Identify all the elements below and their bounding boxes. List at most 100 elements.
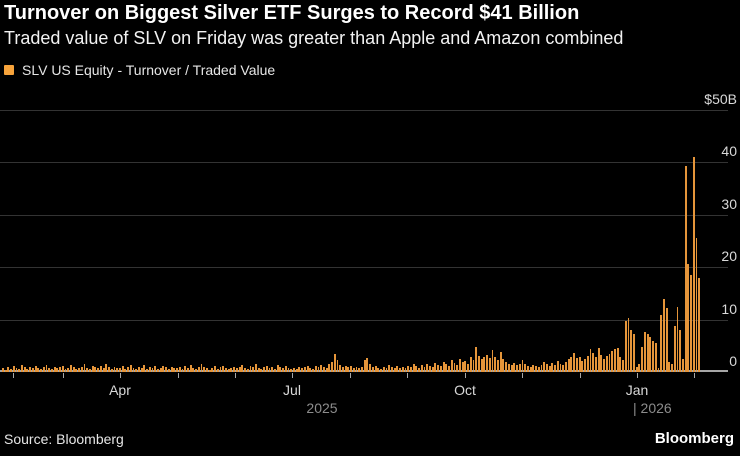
turnover-bar	[371, 367, 374, 372]
turnover-bar	[575, 358, 578, 372]
turnover-bar	[616, 347, 619, 372]
turnover-bar	[186, 368, 189, 372]
turnover-bar	[263, 367, 265, 372]
turnover-bar	[151, 368, 154, 372]
turnover-bar	[486, 354, 489, 372]
turnover-bar	[350, 366, 353, 372]
turnover-bar	[630, 330, 633, 372]
turnover-bar	[254, 363, 257, 372]
turnover-bar	[586, 356, 589, 372]
turnover-bar	[665, 308, 668, 372]
turnover-bar	[238, 366, 241, 372]
turnover-bar	[271, 366, 274, 372]
x-axis-month-label-jul: Jul	[283, 382, 301, 398]
turnover-bar	[189, 365, 192, 372]
turnover-bar	[469, 357, 472, 372]
turnover-bar	[31, 368, 34, 372]
legend-series-label: SLV US Equity - Turnover / Traded Value	[22, 62, 276, 78]
turnover-bar	[654, 343, 657, 372]
turnover-bar	[59, 367, 61, 372]
turnover-bar	[233, 366, 236, 372]
turnover-bar	[657, 367, 660, 372]
turnover-bar	[429, 365, 431, 372]
turnover-bar	[570, 356, 573, 372]
turnover-bar	[355, 366, 358, 372]
x-axis-month-label-jan: Jan	[625, 382, 649, 398]
turnover-bar	[56, 368, 59, 372]
turnover-bar	[12, 366, 15, 372]
turnover-bar	[499, 352, 502, 372]
turnover-bar	[507, 363, 510, 372]
turnover-bar	[227, 369, 230, 372]
x-axis-tick	[178, 373, 179, 378]
turnover-bar	[516, 365, 518, 372]
x-axis-year-label: | 2026	[633, 400, 672, 416]
turnover-bar	[10, 368, 13, 372]
turnover-bar	[325, 367, 328, 372]
x-axis-tick	[350, 373, 351, 378]
turnover-bar	[641, 346, 644, 372]
turnover-bar	[565, 362, 567, 372]
turnover-bar	[206, 368, 208, 372]
turnover-bar	[97, 368, 100, 372]
x-axis-tick	[637, 373, 638, 378]
bloomberg-logo: Bloomberg	[654, 430, 734, 447]
turnover-bar	[662, 299, 665, 372]
x-axis-tick	[120, 373, 121, 378]
turnover-bar	[178, 367, 181, 372]
turnover-bar	[287, 367, 290, 372]
turnover-bar	[132, 368, 135, 372]
turnover-bar	[611, 351, 614, 372]
x-axis-tick	[235, 373, 236, 378]
turnover-bar	[690, 274, 693, 372]
x-axis-tick	[522, 373, 523, 378]
turnover-bar	[532, 364, 535, 372]
turnover-bar	[214, 365, 217, 372]
turnover-bar	[388, 365, 391, 372]
turnover-bar	[216, 368, 219, 372]
turnover-bar	[23, 367, 26, 372]
turnover-bar	[72, 367, 75, 372]
x-axis-tick	[580, 373, 581, 378]
turnover-bar	[668, 361, 671, 372]
turnover-bar	[543, 361, 546, 372]
turnover-bar	[18, 369, 21, 372]
turnover-bar	[48, 367, 51, 372]
turnover-bar	[483, 356, 486, 372]
turnover-bar	[200, 364, 203, 372]
turnover-bar	[86, 367, 89, 372]
turnover-bar	[208, 369, 211, 372]
turnover-bar	[70, 365, 72, 372]
turnover-bar	[246, 368, 249, 372]
turnover-bar	[445, 364, 448, 372]
turnover-bar	[581, 361, 584, 372]
turnover-bar	[83, 364, 86, 372]
turnover-bar	[241, 364, 244, 372]
gridline-30	[0, 214, 728, 216]
turnover-bar	[276, 365, 279, 372]
turnover-bar	[235, 368, 238, 372]
y-axis-label-30: 30	[721, 195, 737, 212]
turnover-bar	[551, 362, 554, 372]
turnover-bar	[328, 363, 331, 372]
turnover-bar	[426, 363, 429, 372]
turnover-bar	[99, 366, 102, 372]
turnover-bar	[203, 367, 206, 372]
turnover-bar	[385, 367, 388, 372]
turnover-bar	[377, 367, 380, 372]
gridline-40	[0, 162, 728, 164]
turnover-bar	[230, 367, 233, 372]
turnover-bar	[660, 314, 663, 372]
turnover-bar	[646, 333, 649, 372]
turnover-bar	[478, 355, 480, 372]
x-axis-month-label-apr: Apr	[109, 382, 131, 398]
turnover-bar	[91, 365, 94, 372]
turnover-bar	[102, 367, 105, 372]
turnover-bar	[108, 366, 110, 372]
turnover-bar	[562, 365, 565, 372]
turnover-bar	[537, 367, 540, 372]
turnover-bar	[342, 366, 344, 372]
turnover-bar	[135, 369, 138, 372]
turnover-bar	[529, 366, 532, 372]
turnover-bar	[497, 360, 499, 372]
